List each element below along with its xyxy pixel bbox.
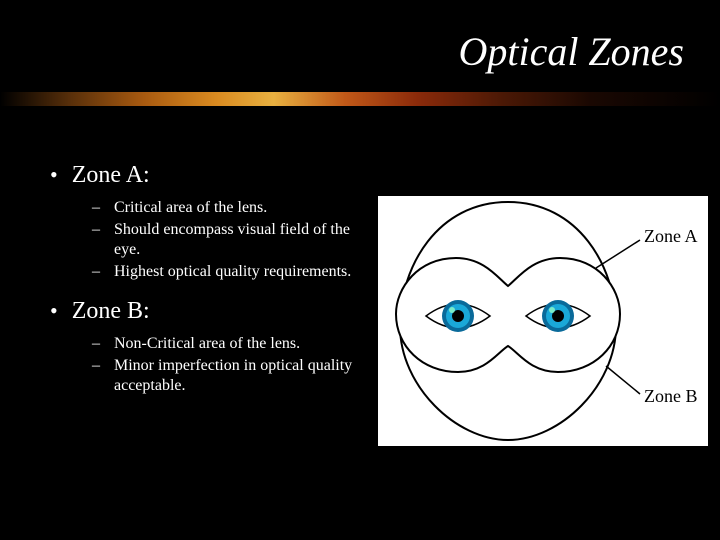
bullet-dot-icon: • [50, 296, 58, 326]
bullet-zone-a: • Zone A: [50, 160, 370, 190]
zone-b-sublist: – Non-Critical area of the lens. – Minor… [92, 334, 370, 396]
optical-zones-figure: Zone A Zone B [378, 196, 708, 446]
list-item: – Should encompass visual field of the e… [92, 220, 370, 260]
dash-icon: – [92, 198, 104, 218]
content-column: • Zone A: – Critical area of the lens. –… [50, 160, 370, 410]
list-item: – Highest optical quality requirements. [92, 262, 370, 282]
zone-a-item-2: Highest optical quality requirements. [114, 262, 351, 282]
zone-b-item-0: Non-Critical area of the lens. [114, 334, 300, 354]
list-item: – Minor imperfection in optical quality … [92, 356, 370, 396]
bullet-zone-b: • Zone B: [50, 296, 370, 326]
accent-bar [0, 92, 720, 106]
leader-zone-a [596, 240, 640, 268]
list-item: – Critical area of the lens. [92, 198, 370, 218]
zone-a-sublist: – Critical area of the lens. – Should en… [92, 198, 370, 282]
title-region: Optical Zones [458, 28, 684, 75]
zone-b-heading: Zone B: [72, 296, 150, 326]
label-zone-b: Zone B [644, 386, 698, 407]
zone-a-heading: Zone A: [72, 160, 150, 190]
label-zone-a: Zone A [644, 226, 698, 247]
slide-title: Optical Zones [458, 28, 684, 75]
zone-a-item-0: Critical area of the lens. [114, 198, 267, 218]
bullet-dot-icon: • [50, 160, 58, 190]
dash-icon: – [92, 220, 104, 240]
zone-b-item-1: Minor imperfection in optical quality ac… [114, 356, 370, 396]
dash-icon: – [92, 356, 104, 376]
zone-a-item-1: Should encompass visual field of the eye… [114, 220, 370, 260]
leader-zone-b [606, 366, 640, 394]
list-item: – Non-Critical area of the lens. [92, 334, 370, 354]
dash-icon: – [92, 334, 104, 354]
dash-icon: – [92, 262, 104, 282]
